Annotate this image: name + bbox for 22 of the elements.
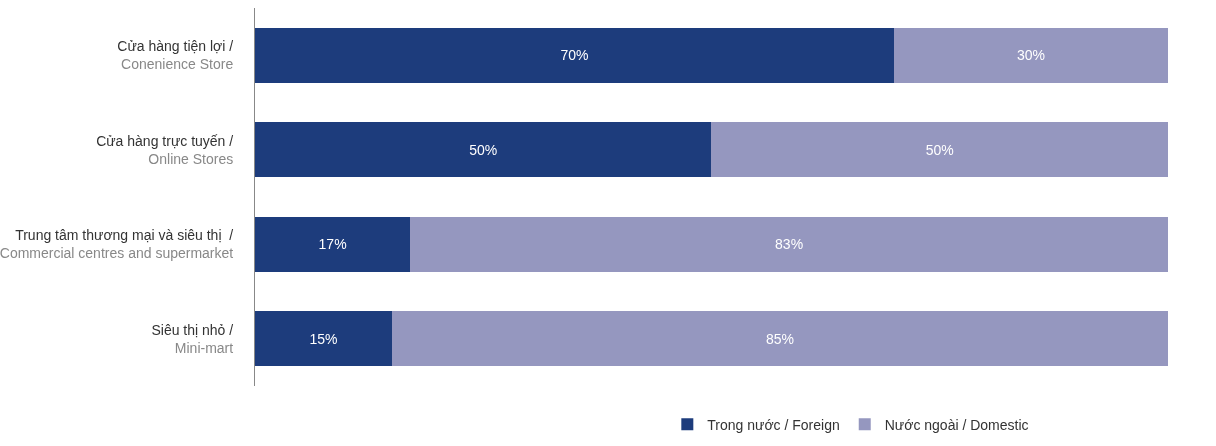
data-label: 15%: [309, 330, 338, 347]
bar: [711, 122, 1168, 178]
bar: [255, 216, 411, 272]
bar: [255, 27, 895, 83]
data-label: 83%: [775, 236, 804, 253]
data-label: 70%: [560, 47, 589, 64]
legend-label: Nước ngoài / Domestic: [884, 416, 1029, 433]
data-label: 17%: [318, 236, 347, 253]
bar: [894, 27, 1168, 83]
bar: [255, 311, 392, 367]
data-label: 50%: [469, 141, 498, 158]
data-label: 50%: [925, 141, 954, 158]
y-tick-label: Cửa hàng trực tuyến / Online Stores: [96, 132, 234, 167]
y-tick-label: Cửa hàng tiện lợi / Conenience Store: [117, 38, 234, 73]
bar: [391, 311, 1168, 367]
legend-label: Trong nước / Foreign: [707, 416, 840, 433]
y-tick-label: Siêu thị nhỏ / Mini-mart: [151, 321, 234, 356]
bar: [255, 122, 712, 178]
y-tick-label: Trung tâm thương mại và siêu thị / Commercial centres and supermarket: [0, 227, 234, 262]
data-label: 30%: [1016, 47, 1046, 64]
data-label: 85%: [765, 330, 794, 347]
bar: [410, 216, 1168, 272]
